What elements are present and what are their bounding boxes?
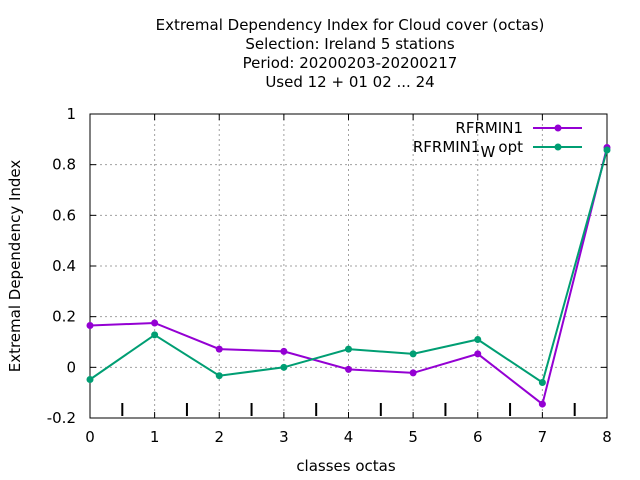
legend-label-2-subscript: W xyxy=(480,143,495,161)
series-2-point xyxy=(86,375,94,383)
series-2-point xyxy=(603,146,611,154)
y-tick-label: -0.2 xyxy=(47,409,76,427)
x-tick-label: 1 xyxy=(150,428,160,446)
title-line-1: Extremal Dependency Index for Cloud cove… xyxy=(155,16,545,34)
x-tick-label: 4 xyxy=(344,428,354,446)
series-2-point xyxy=(151,331,159,339)
series-2 xyxy=(86,146,611,387)
legend: RFRMIN1 RFRMIN1W opt xyxy=(413,119,582,161)
series-1-point xyxy=(474,350,482,358)
legend-label-2: RFRMIN1W opt xyxy=(413,138,523,161)
legend-marker xyxy=(554,143,562,151)
legend-label-2-suffix: opt xyxy=(498,138,523,156)
title-line-3: Period: 20200203-20200217 xyxy=(242,54,458,72)
x-axis: 0 1 2 3 4 5 6 7 8 xyxy=(85,114,612,446)
series-1-point xyxy=(538,400,546,408)
x-axis-label: classes octas xyxy=(296,457,396,475)
legend-sample-2 xyxy=(533,143,582,151)
series-1-point xyxy=(280,347,288,355)
series-2-point xyxy=(474,335,482,343)
y-tick-label: 0 xyxy=(66,358,76,376)
series-2-point xyxy=(409,350,417,358)
grid xyxy=(90,114,607,418)
y-tick-label: 1 xyxy=(66,105,76,123)
series-2-point xyxy=(345,345,352,353)
series-1-point xyxy=(86,322,94,330)
series-2-point xyxy=(538,379,546,387)
x-tick-label: 2 xyxy=(214,428,224,446)
series-2-point xyxy=(215,372,223,380)
x-tick-label: 6 xyxy=(473,428,483,446)
title-line-2: Selection: Ireland 5 stations xyxy=(245,35,455,53)
x-tick-label: 7 xyxy=(538,428,548,446)
legend-sample-1 xyxy=(533,124,582,132)
y-tick-label: 0.4 xyxy=(52,257,76,275)
series-layer xyxy=(86,143,611,408)
chart-title: Extremal Dependency Index for Cloud cove… xyxy=(0,16,640,92)
x-tick-label: 0 xyxy=(85,428,95,446)
x-minor-marks xyxy=(121,403,576,416)
series-1-point xyxy=(215,345,223,353)
series-2-point xyxy=(280,363,288,371)
y-tick-label: 0.2 xyxy=(52,308,76,326)
y-axis-label: Extremal Dependency Index xyxy=(6,160,24,373)
x-tick-label: 5 xyxy=(408,428,418,446)
legend-label-2-name: RFRMIN1 xyxy=(413,138,481,156)
y-tick-label: 0.6 xyxy=(52,206,76,224)
legend-marker xyxy=(554,124,562,132)
y-axis: -0.2 0 0.2 0.4 0.6 0.8 1 xyxy=(47,105,607,427)
x-tick-label: 8 xyxy=(602,428,612,446)
y-tick-label: 0.8 xyxy=(52,156,76,174)
series-1-point xyxy=(151,319,159,327)
title-line-4: Used 12 + 01 02 ... 24 xyxy=(265,73,435,91)
legend-label-1: RFRMIN1 xyxy=(455,119,523,137)
x-tick-label: 3 xyxy=(279,428,289,446)
series-1-point xyxy=(345,365,352,373)
legend-label-1-text: RFRMIN1 xyxy=(455,119,523,137)
series-1-point xyxy=(409,369,417,377)
